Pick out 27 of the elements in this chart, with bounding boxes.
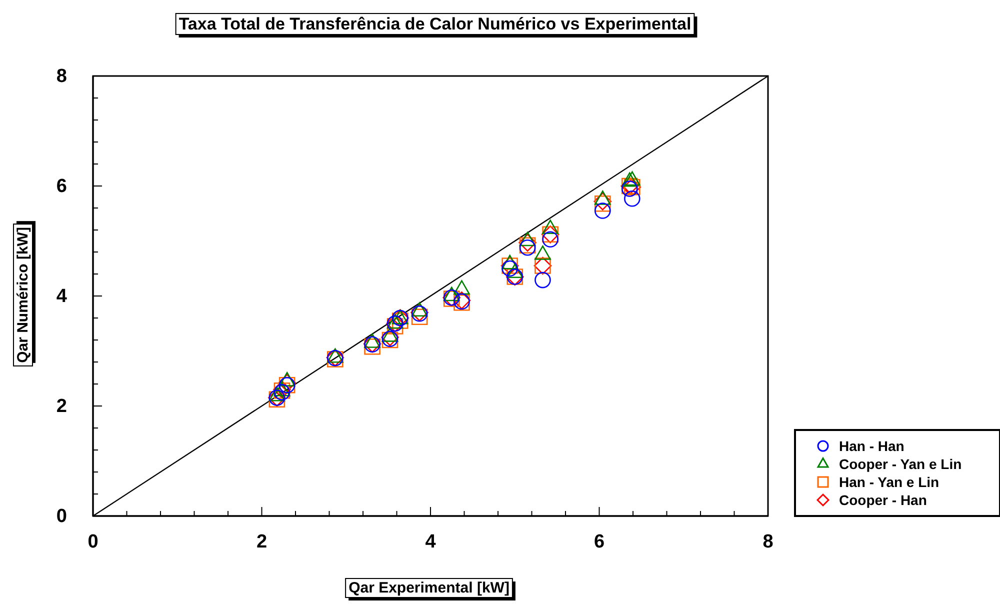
x-tick-label: 8 — [762, 531, 774, 552]
point — [502, 260, 518, 277]
x-tick-label: 4 — [425, 531, 436, 552]
point — [392, 312, 408, 329]
y-tick-label: 2 — [56, 396, 67, 418]
y-tick-label: 6 — [56, 176, 67, 198]
legend-label: Cooper - Han — [839, 492, 927, 508]
y-axis-title: Qar Numérico [kW] — [14, 227, 32, 363]
point — [411, 308, 428, 326]
chart-title: Taxa Total de Transferência de Calor Numérico vs Experimental — [178, 14, 692, 34]
point — [542, 231, 558, 248]
point — [534, 272, 551, 288]
y-tick-label: 0 — [56, 506, 67, 528]
legend-label: Cooper - Yan e Lin — [839, 456, 962, 472]
point — [386, 318, 404, 334]
point — [621, 180, 638, 197]
x-tick-label: 2 — [256, 531, 268, 552]
legend-label: Han - Han — [839, 438, 904, 454]
legend-label: Han - Yan e Lin — [839, 474, 940, 490]
point — [594, 202, 611, 219]
x-tick-label: 6 — [594, 531, 605, 552]
y-tick-label: 8 — [56, 66, 67, 88]
x-axis-title: Qar Experimental [kW] — [348, 580, 510, 596]
y-tick-label: 4 — [56, 286, 68, 308]
point — [624, 190, 640, 207]
point — [518, 234, 536, 252]
x-tick-label: 0 — [88, 531, 98, 552]
